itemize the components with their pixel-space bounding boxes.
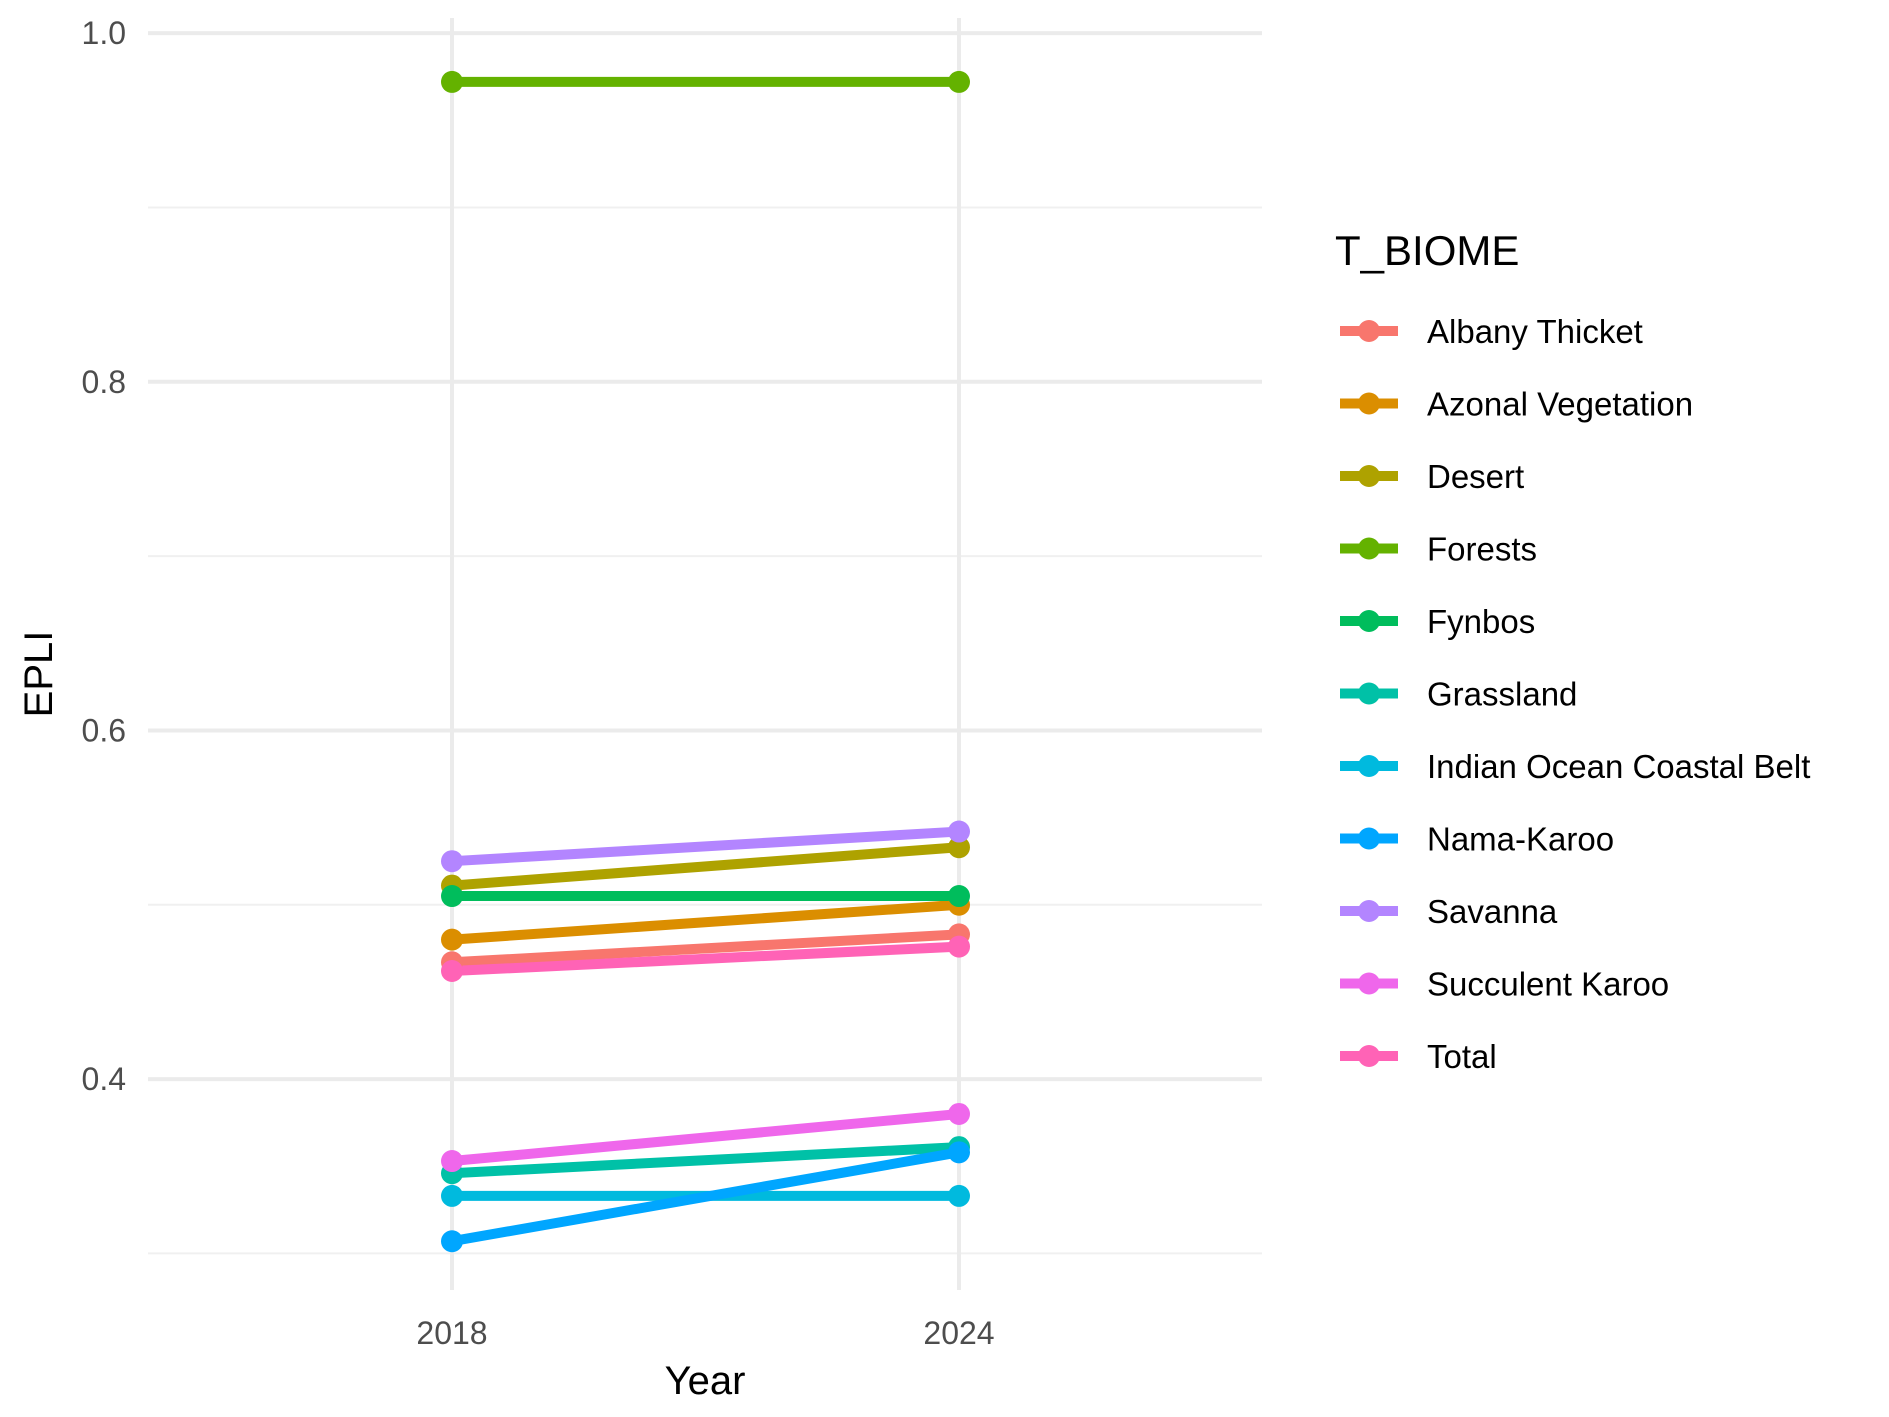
legend-key-point [1358, 537, 1380, 560]
legend-item-total: Total [1340, 1038, 1497, 1075]
y-axis-title: EPLI [17, 631, 61, 718]
legend-item-nama-karoo: Nama-Karoo [1340, 821, 1614, 858]
legend-key-point [1358, 827, 1380, 850]
legend-label: Savanna [1427, 893, 1558, 930]
legend-label: Indian Ocean Coastal Belt [1427, 748, 1810, 785]
legend-item-desert: Desert [1340, 458, 1524, 495]
legend: T_BIOME Albany Thicket Azonal Vegetation D… [1335, 227, 1810, 1075]
x-axis-title: Year [665, 1359, 746, 1403]
legend-key-point [1358, 392, 1380, 415]
legend-key-point [1358, 755, 1380, 777]
legend-key-point [1358, 465, 1380, 487]
data-point-fynbos-2024 [948, 885, 970, 908]
series-lines [451, 76, 960, 1247]
data-point-desert-2024 [948, 836, 970, 859]
legend-label: Desert [1427, 458, 1524, 495]
legend-label: Fynbos [1427, 603, 1535, 640]
data-point-forests-2024 [948, 70, 970, 93]
y-tick-label: 1.0 [82, 15, 126, 51]
data-point-succulent-karoo-2018 [441, 1150, 463, 1173]
series-line-azonal-vegetation [451, 899, 960, 945]
y-tick-label: 0.4 [82, 1061, 126, 1097]
data-point-total-2018 [441, 960, 463, 983]
legend-item-albany-thicket: Albany Thicket [1340, 313, 1643, 350]
series-line-grassland [451, 1142, 960, 1179]
series-line-succulent-karoo [451, 1108, 960, 1167]
series-line-savanna [451, 826, 960, 867]
data-point-total-2024 [948, 935, 970, 958]
minor-gridlines [148, 206, 1262, 1255]
legend-title: T_BIOME [1335, 227, 1519, 274]
legend-label: Forests [1427, 531, 1537, 568]
series-line-total [451, 941, 960, 977]
legend-key-point [1358, 900, 1380, 922]
data-point-forests-2018 [441, 70, 463, 93]
legend-key-point [1358, 1045, 1380, 1067]
data-point-succulent-karoo-2024 [948, 1102, 970, 1125]
legend-key-point [1358, 320, 1380, 342]
legend-key-point [1358, 682, 1380, 705]
x-axis-tick-labels: 2018 2024 [416, 1315, 994, 1351]
legend-item-forests: Forests [1340, 531, 1537, 568]
data-point-indian-ocean-coastal-belt-2024 [948, 1184, 970, 1207]
legend-label: Grassland [1427, 676, 1577, 713]
legend-item-azonal-vegetation: Azonal Vegetation [1340, 386, 1693, 423]
x-tick-label: 2024 [923, 1315, 994, 1351]
series-line-albany-thicket [451, 929, 960, 968]
series-line-desert [451, 842, 960, 891]
legend-item-grassland: Grassland [1340, 676, 1577, 713]
legend-item-indian-ocean-coastal-belt: Indian Ocean Coastal Belt [1340, 748, 1810, 785]
legend-items: Albany Thicket Azonal Vegetation Desert For… [1340, 313, 1810, 1075]
legend-label: Nama-Karoo [1427, 821, 1614, 858]
y-axis-tick-labels: 0.4 0.6 0.8 1.0 [82, 15, 126, 1097]
legend-key-point [1358, 972, 1380, 995]
major-gridlines [148, 18, 1262, 1290]
y-tick-label: 0.8 [82, 364, 126, 400]
legend-label: Albany Thicket [1427, 313, 1643, 350]
legend-item-fynbos: Fynbos [1340, 603, 1535, 640]
data-point-nama-karoo-2024 [948, 1141, 970, 1164]
legend-item-succulent-karoo: Succulent Karoo [1340, 966, 1669, 1003]
x-tick-label: 2018 [416, 1315, 487, 1351]
y-tick-label: 0.6 [82, 712, 126, 748]
legend-label: Succulent Karoo [1427, 966, 1669, 1003]
data-point-nama-karoo-2018 [441, 1230, 463, 1253]
series-line-nama-karoo [451, 1147, 960, 1247]
legend-key-point [1358, 610, 1380, 632]
series-points [441, 70, 970, 1253]
data-point-savanna-2018 [441, 850, 463, 873]
legend-label: Azonal Vegetation [1427, 386, 1693, 423]
legend-item-savanna: Savanna [1340, 893, 1558, 930]
data-point-indian-ocean-coastal-belt-2018 [441, 1184, 463, 1207]
data-point-savanna-2024 [948, 820, 970, 843]
data-point-fynbos-2018 [441, 885, 463, 908]
data-point-azonal-vegetation-2018 [441, 928, 463, 951]
legend-label: Total [1427, 1038, 1497, 1075]
